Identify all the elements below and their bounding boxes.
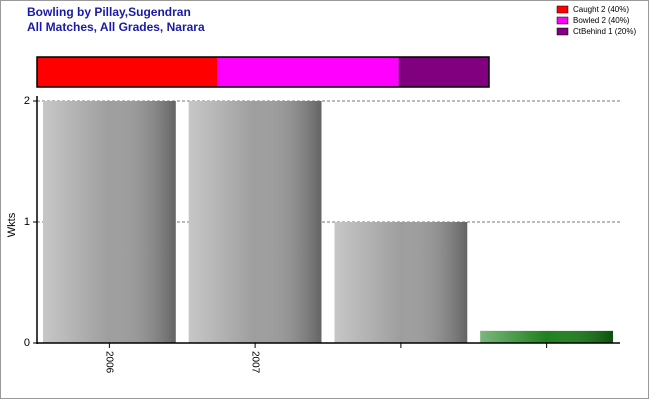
legend-label: Caught 2 (40%) (573, 5, 629, 14)
bar-shade (43, 101, 176, 343)
chart-subtitle: All Matches, All Grades, Narara (27, 20, 205, 34)
y-tick-label: 0 (24, 337, 30, 349)
proportion-segment (398, 57, 489, 87)
x-tick-label: 2006 (104, 351, 115, 374)
y-tick-label: 1 (24, 216, 30, 228)
proportion-outline (36, 56, 490, 88)
proportion-segment (217, 57, 399, 87)
x-tick-label: 2007 (249, 351, 260, 374)
chart-title: Bowling by Pillay,Sugendran (27, 5, 191, 19)
legend-swatch (556, 27, 569, 36)
bar-shade (334, 222, 468, 343)
legend-swatch (556, 5, 569, 14)
y-axis-label: Wkts (6, 212, 18, 237)
y-tick-label: 2 (24, 95, 30, 107)
bar-shade (480, 330, 613, 343)
bar-shade (188, 101, 322, 343)
legend-label: Bowled 2 (40%) (573, 16, 630, 25)
proportion-segment (37, 57, 218, 87)
legend-label: CtBehind 1 (20%) (573, 27, 636, 36)
legend-swatch (556, 16, 569, 25)
